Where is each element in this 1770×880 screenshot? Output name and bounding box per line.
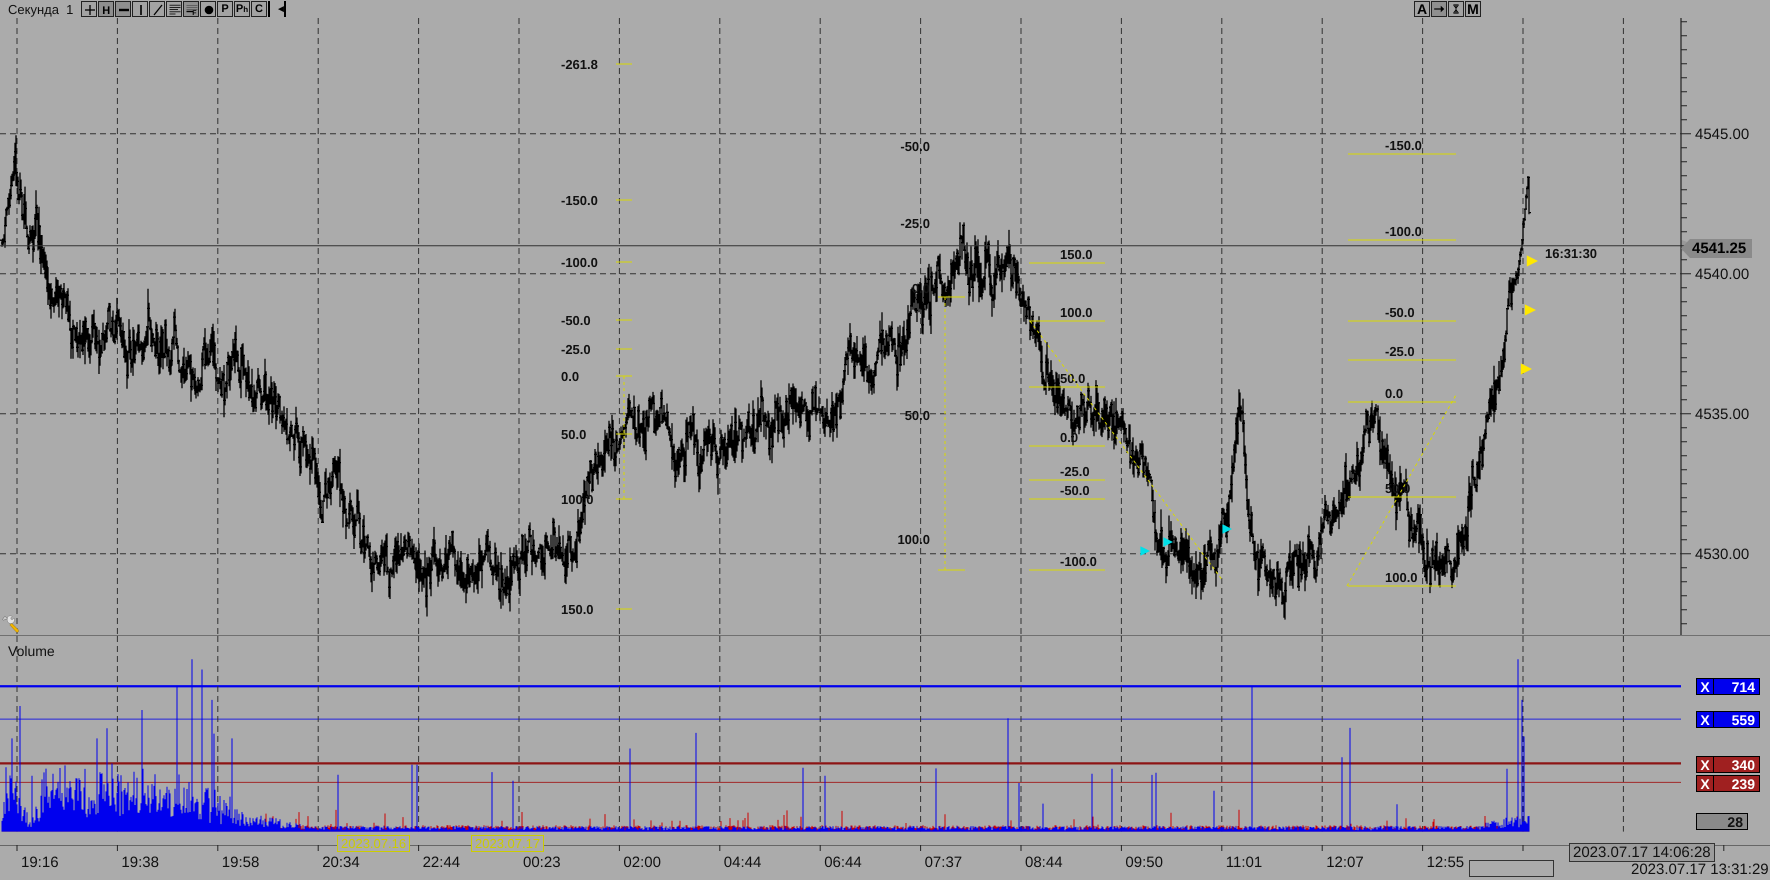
svg-text:-150.0: -150.0 <box>561 193 598 208</box>
svg-text:-100.0: -100.0 <box>1060 554 1097 569</box>
svg-text:-50.0: -50.0 <box>1385 305 1415 320</box>
svg-text:-25.0: -25.0 <box>1060 464 1090 479</box>
svg-text:50.0: 50.0 <box>561 427 586 442</box>
svg-text:100.0: 100.0 <box>1385 570 1418 585</box>
svg-text:50.0: 50.0 <box>1060 371 1085 386</box>
svg-text:150.0: 150.0 <box>561 602 594 617</box>
svg-text:F: F <box>192 10 197 17</box>
svg-text:-100.0: -100.0 <box>561 255 598 270</box>
svg-text:-25.0: -25.0 <box>1385 344 1415 359</box>
svg-text:-50.0: -50.0 <box>1060 483 1090 498</box>
svg-text:16:31:30: 16:31:30 <box>1545 246 1597 261</box>
svg-text:-50.0: -50.0 <box>561 313 591 328</box>
svg-text:100.0: 100.0 <box>561 492 594 507</box>
svg-text:-25.0: -25.0 <box>900 216 930 231</box>
svg-text:150.0: 150.0 <box>1060 247 1093 262</box>
svg-text:0.0: 0.0 <box>912 281 930 296</box>
svg-text:0.0: 0.0 <box>1385 386 1403 401</box>
svg-text:-100.0: -100.0 <box>1385 224 1422 239</box>
svg-text:H: H <box>102 5 110 17</box>
svg-text:50.0: 50.0 <box>1385 481 1410 496</box>
svg-text:-150.0: -150.0 <box>1385 138 1422 153</box>
svg-text:100.0: 100.0 <box>897 532 930 547</box>
svg-text:-261.8: -261.8 <box>561 57 598 72</box>
svg-text:4545.00: 4545.00 <box>1695 126 1749 143</box>
svg-text:0.0: 0.0 <box>561 369 579 384</box>
svg-text:4535.00: 4535.00 <box>1695 406 1749 423</box>
svg-text:4540.00: 4540.00 <box>1695 266 1749 283</box>
svg-text:-50.0: -50.0 <box>900 139 930 154</box>
svg-text:100.0: 100.0 <box>1060 305 1093 320</box>
svg-text:0.0: 0.0 <box>1060 430 1078 445</box>
svg-text:-25.0: -25.0 <box>561 342 591 357</box>
svg-text:4530.00: 4530.00 <box>1695 546 1749 563</box>
svg-text:50.0: 50.0 <box>905 408 930 423</box>
svg-text:Volume: Volume <box>8 643 55 659</box>
